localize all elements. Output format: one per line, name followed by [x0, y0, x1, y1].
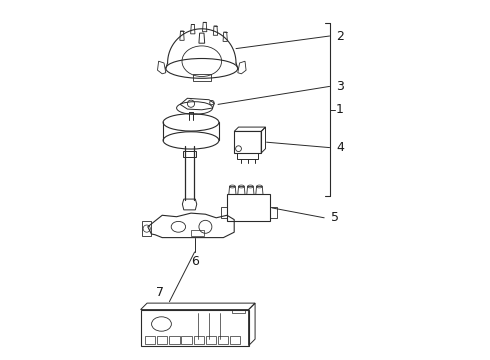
Text: 1: 1 [336, 103, 344, 116]
Text: 7: 7 [156, 286, 165, 299]
Text: 2: 2 [336, 30, 344, 42]
Text: 4: 4 [336, 141, 344, 154]
Text: 3: 3 [336, 80, 344, 93]
Text: 6: 6 [191, 255, 198, 268]
Text: 5: 5 [331, 211, 340, 224]
